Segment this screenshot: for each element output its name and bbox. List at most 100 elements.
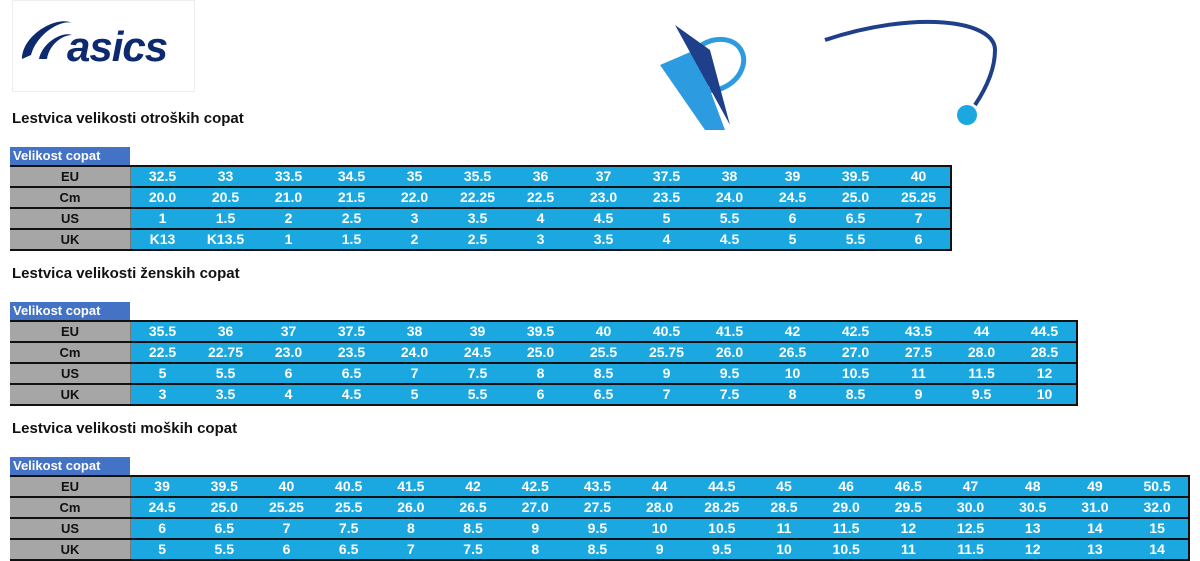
size-cell: 29.5 — [877, 498, 940, 517]
size-cell: 39.5 — [824, 167, 887, 186]
size-cell: 10.5 — [690, 519, 753, 538]
size-cell: 43.5 — [566, 477, 629, 496]
size-cell: 22.5 — [131, 343, 194, 362]
size-cell: 7.5 — [441, 540, 505, 559]
size-cell: 9.5 — [950, 385, 1013, 404]
size-cell: 4.5 — [698, 230, 761, 249]
size-cell: 49 — [1063, 477, 1126, 496]
size-cell: 22.0 — [383, 188, 446, 207]
loparji-logo — [655, 10, 1065, 135]
size-cell: 27.5 — [887, 343, 950, 362]
size-cell: 40.5 — [635, 322, 698, 341]
size-cell: 6 — [509, 385, 572, 404]
size-cell: 22.25 — [446, 188, 509, 207]
size-cell: 47 — [939, 477, 1002, 496]
row-label: UK — [10, 385, 131, 404]
size-cell: 23.0 — [257, 343, 320, 362]
size-cell: 12.5 — [939, 519, 1002, 538]
size-table: Velikost copat EU 39 39.5 40 40.5 41.5 42 42.5 43… — [10, 457, 1191, 561]
row-label: US — [10, 364, 131, 383]
table-row: EU 32.5 33 33.5 34.5 35 35.5 36 37 37.5 38 39 39.5 40 — [10, 165, 950, 186]
size-cell: 42 — [761, 322, 824, 341]
size-cell: 1 — [131, 209, 194, 228]
size-cell: 3 — [131, 385, 194, 404]
size-cell: 6.5 — [320, 364, 383, 383]
size-cell: 4.5 — [572, 209, 635, 228]
size-cell: 28.0 — [628, 498, 691, 517]
size-cell: 32.5 — [131, 167, 194, 186]
row-label: EU — [10, 167, 131, 186]
size-cell: 4 — [635, 230, 698, 249]
table-body: EU 39 39.5 40 40.5 41.5 42 42.5 43.5 44 44.5 45 46 46… — [10, 475, 1191, 561]
asics-swoosh-icon — [22, 21, 72, 59]
size-cell: 4.5 — [320, 385, 383, 404]
table-header-label: Velikost copat — [10, 302, 130, 320]
size-cell: 27.5 — [566, 498, 629, 517]
size-cell: 6 — [131, 519, 194, 538]
size-cell: 7 — [379, 540, 442, 559]
table-body: EU 32.5 33 33.5 34.5 35 35.5 36 37 37.5 38 39 39.5 40… — [10, 165, 952, 251]
size-cell: 26.5 — [441, 498, 505, 517]
table-row: Cm 22.5 22.75 23.0 23.5 24.0 24.5 25.0 25.5 25.75… — [10, 341, 1076, 362]
size-cell: 30.0 — [939, 498, 1002, 517]
size-cell: 35.5 — [131, 322, 194, 341]
size-cell: 33.5 — [257, 167, 320, 186]
size-cell: 14 — [1063, 519, 1126, 538]
size-cell: 2 — [257, 209, 320, 228]
size-cell: 15 — [1126, 519, 1189, 538]
size-cell: 38 — [383, 322, 446, 341]
table-header-label: Velikost copat — [10, 147, 130, 165]
table-title: Lestvica velikosti ženskih copat — [12, 265, 240, 282]
row-label: UK — [10, 540, 131, 559]
row-label: US — [10, 209, 131, 228]
size-cell: 36 — [509, 167, 572, 186]
size-cell: 37.5 — [635, 167, 698, 186]
table-row: UK 5 5.5 6 6.5 7 7.5 8 8.5 9 9.5 10 10.5 11 11.5 12 13 14 — [10, 538, 1189, 561]
size-cell: 11.5 — [815, 519, 878, 538]
size-cell: 42.5 — [504, 477, 567, 496]
size-cell: 24.5 — [761, 188, 824, 207]
size-cell: 11 — [887, 364, 950, 383]
size-cell: 28.0 — [950, 343, 1013, 362]
size-cell: 9.5 — [698, 364, 761, 383]
size-cell: 8.5 — [572, 364, 635, 383]
size-cell: 35.5 — [446, 167, 509, 186]
row-label: US — [10, 519, 131, 538]
size-cell: 13 — [1001, 519, 1064, 538]
size-cell: 3 — [509, 230, 572, 249]
size-cell: 39.5 — [509, 322, 572, 341]
size-cell: 5.5 — [193, 540, 256, 559]
size-cell: 14 — [1126, 540, 1189, 559]
size-cell: 6.5 — [317, 540, 380, 559]
size-cell: 33 — [194, 167, 257, 186]
size-cell: 42.5 — [824, 322, 887, 341]
size-cell: 38 — [698, 167, 761, 186]
size-cell: 8 — [379, 519, 442, 538]
size-cell: 8 — [761, 385, 824, 404]
size-cell: 25.25 — [887, 188, 950, 207]
size-cell: 24.5 — [131, 498, 194, 517]
size-cell: 2.5 — [446, 230, 509, 249]
size-cell: 7 — [255, 519, 318, 538]
size-cell: 25.25 — [255, 498, 318, 517]
size-cell: 10.5 — [815, 540, 878, 559]
size-cell: 40 — [572, 322, 635, 341]
table-body: EU 35.5 36 37 37.5 38 39 39.5 40 40.5 41.5 42 42.5 43… — [10, 320, 1078, 406]
table-title: Lestvica velikosti otroških copat — [12, 110, 244, 127]
size-cell: 7 — [383, 364, 446, 383]
size-cell: 3.5 — [194, 385, 257, 404]
size-cell: 5.5 — [194, 364, 257, 383]
size-cell: 34.5 — [320, 167, 383, 186]
size-cell: 9 — [628, 540, 691, 559]
size-cell: 2 — [383, 230, 446, 249]
size-cell: 10 — [761, 364, 824, 383]
size-table: Velikost copat EU 35.5 36 37 37.5 38 39 39.5 40 40… — [10, 302, 1078, 406]
size-cell: 13 — [1063, 540, 1126, 559]
row-label: UK — [10, 230, 131, 249]
size-cell: 24.0 — [383, 343, 446, 362]
size-cell: 48 — [1001, 477, 1064, 496]
size-cell: 6 — [257, 364, 320, 383]
table-header-label: Velikost copat — [10, 457, 130, 475]
size-cell: 8 — [504, 540, 567, 559]
size-cell: 25.0 — [824, 188, 887, 207]
